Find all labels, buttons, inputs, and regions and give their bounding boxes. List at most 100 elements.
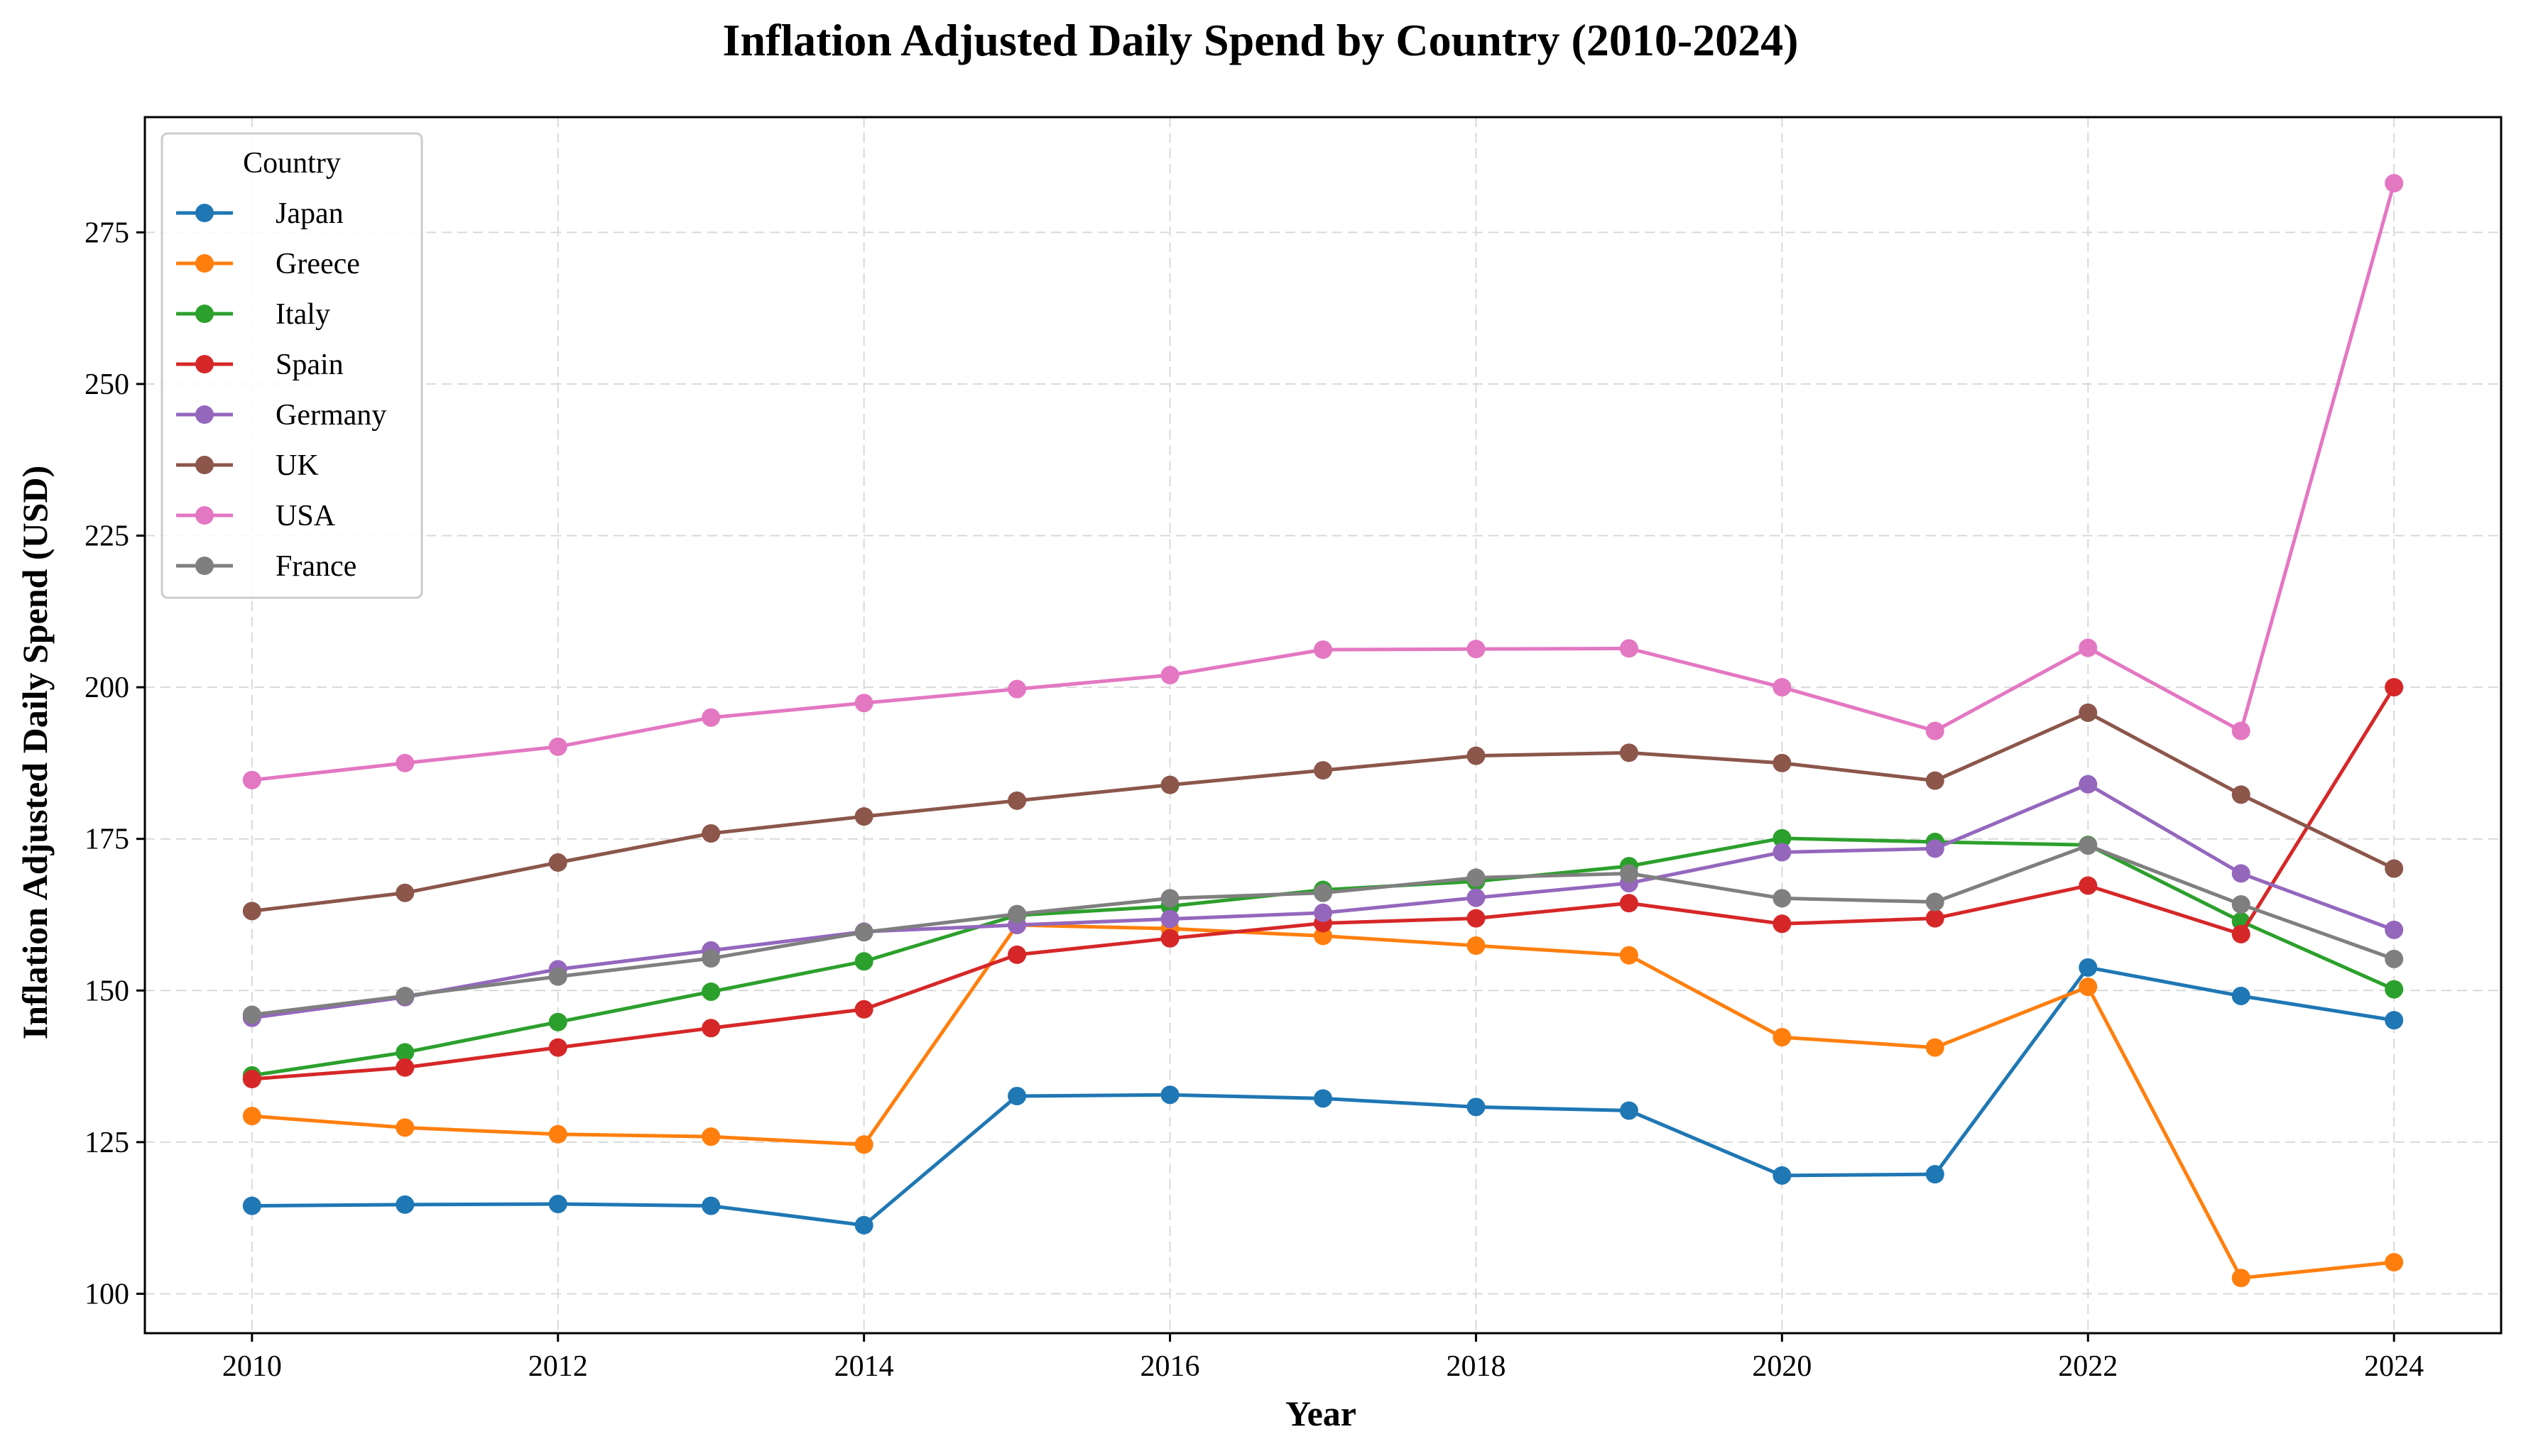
- data-point-france: [2079, 836, 2098, 855]
- x-tick-label: 2022: [2058, 1350, 2118, 1383]
- legend-item-spain: Spain: [176, 349, 344, 381]
- legend-swatch-marker: [195, 204, 214, 222]
- chart-title: Inflation Adjusted Daily Spend by Countr…: [723, 15, 1799, 65]
- data-point-spain: [242, 1070, 261, 1089]
- data-point-usa: [1619, 639, 1638, 658]
- data-point-uk: [1925, 771, 1944, 790]
- data-point-greece: [242, 1107, 261, 1126]
- legend-item-uk: UK: [176, 449, 319, 482]
- data-point-spain: [2079, 876, 2098, 895]
- data-point-france: [548, 967, 567, 986]
- data-point-germany: [1773, 843, 1792, 862]
- series-usa: [242, 174, 2404, 789]
- data-point-usa: [1314, 640, 1332, 659]
- data-point-greece: [1314, 926, 1332, 946]
- y-tick-label: 125: [85, 1127, 129, 1159]
- legend-label: Spain: [276, 349, 344, 381]
- data-point-greece: [702, 1127, 721, 1146]
- data-point-greece: [2385, 1253, 2404, 1272]
- data-point-spain: [1925, 909, 1944, 928]
- legend-label: Germany: [276, 399, 386, 432]
- data-point-france: [396, 986, 415, 1005]
- legend-swatch-marker: [195, 456, 214, 474]
- data-point-usa: [702, 708, 721, 727]
- data-point-greece: [548, 1124, 567, 1144]
- legend-item-usa: USA: [176, 500, 336, 532]
- data-point-japan: [1619, 1101, 1638, 1120]
- data-point-usa: [242, 770, 261, 789]
- legend-label: USA: [276, 500, 336, 532]
- legend-swatch-marker: [195, 405, 214, 424]
- series-japan: [242, 958, 2404, 1235]
- data-point-spain: [1773, 914, 1792, 934]
- data-point-greece: [2079, 978, 2098, 997]
- data-point-germany: [2231, 864, 2250, 883]
- y-tick-label: 200: [85, 672, 129, 704]
- data-point-uk: [2079, 703, 2098, 722]
- legend-label: Greece: [276, 248, 360, 280]
- data-point-germany: [1314, 903, 1332, 922]
- legend-item-france: France: [176, 550, 356, 583]
- y-axis-label: Inflation Adjusted Daily Spend (USD): [15, 466, 55, 1040]
- series-spain: [242, 678, 2404, 1089]
- data-point-greece: [2231, 1269, 2250, 1288]
- data-point-uk: [1160, 775, 1180, 794]
- data-point-spain: [396, 1058, 415, 1077]
- legend-title: Country: [243, 147, 341, 180]
- data-point-spain: [2231, 924, 2250, 943]
- data-point-japan: [242, 1196, 261, 1215]
- data-point-france: [1773, 889, 1792, 908]
- x-axis-label: Year: [1285, 1394, 1356, 1433]
- legend-swatch-marker: [195, 557, 214, 575]
- data-point-uk: [2385, 859, 2404, 878]
- data-point-germany: [2385, 920, 2404, 939]
- data-point-japan: [2079, 958, 2098, 977]
- axis-ticks: 2010 2012 2014 2016 2018 2020 2022 2024 100 125 15…: [85, 217, 2424, 1383]
- legend-swatch-marker: [195, 254, 214, 273]
- y-tick-label: 150: [85, 975, 129, 1007]
- data-point-japan: [854, 1215, 873, 1235]
- legend-label: Japan: [276, 197, 344, 230]
- data-point-usa: [2231, 721, 2250, 740]
- data-point-usa: [1466, 640, 1486, 659]
- legend-item-germany: Germany: [176, 399, 386, 432]
- legend-item-japan: Japan: [176, 197, 344, 230]
- data-point-uk: [2231, 785, 2250, 804]
- data-point-germany: [1466, 888, 1486, 907]
- legend-swatch-marker: [195, 506, 214, 525]
- data-point-france: [1925, 892, 1944, 912]
- data-point-germany: [1160, 909, 1180, 929]
- data-point-usa: [2079, 638, 2098, 657]
- x-tick-label: 2014: [834, 1350, 894, 1383]
- data-point-italy: [854, 952, 873, 971]
- data-point-france: [1008, 904, 1027, 924]
- data-point-greece: [1925, 1038, 1944, 1057]
- data-point-greece: [854, 1135, 873, 1154]
- data-point-japan: [2231, 986, 2250, 1005]
- series-layer: [242, 174, 2404, 1288]
- y-tick-label: 250: [85, 368, 129, 401]
- data-point-usa: [854, 694, 873, 713]
- legend: Country Japan Greece Italy Spain Germany UK USA…: [160, 132, 423, 599]
- data-point-japan: [1925, 1165, 1944, 1184]
- data-point-france: [1314, 883, 1332, 902]
- data-point-usa: [1160, 666, 1180, 685]
- data-point-japan: [1160, 1085, 1180, 1105]
- legend-swatch-marker: [195, 355, 214, 373]
- data-point-france: [1160, 889, 1180, 908]
- legend-item-italy: Italy: [176, 298, 330, 331]
- data-point-spain: [854, 1000, 873, 1019]
- data-point-spain: [1466, 909, 1486, 928]
- data-point-usa: [396, 753, 415, 772]
- data-point-italy: [1773, 828, 1792, 848]
- data-point-germany: [2079, 774, 2098, 794]
- data-point-uk: [396, 883, 415, 902]
- data-point-uk: [548, 853, 567, 872]
- legend-label: France: [276, 550, 356, 583]
- y-tick-label: 100: [85, 1278, 129, 1310]
- data-point-france: [242, 1005, 261, 1024]
- data-point-spain: [1008, 945, 1027, 964]
- data-point-uk: [1008, 791, 1027, 810]
- data-point-usa: [1773, 678, 1792, 697]
- data-point-japan: [702, 1196, 721, 1215]
